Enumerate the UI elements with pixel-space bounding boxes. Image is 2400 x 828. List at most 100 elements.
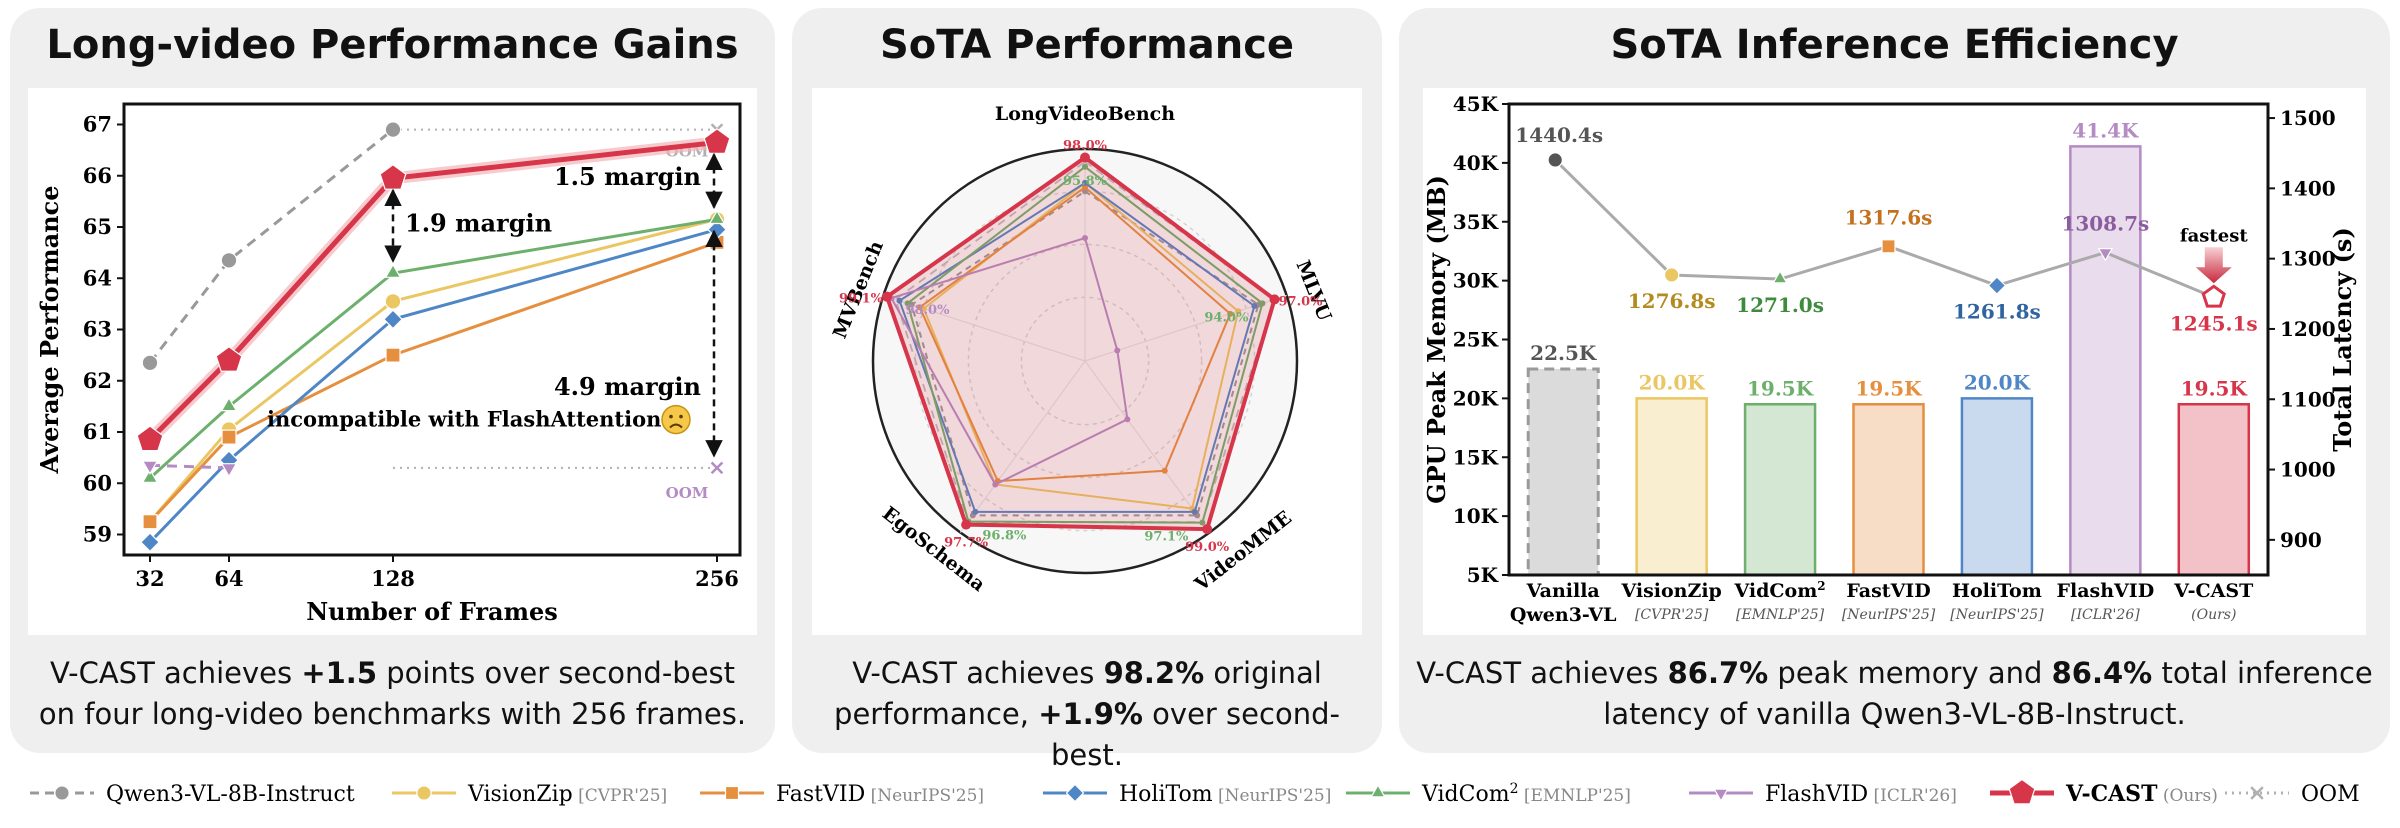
series-point: [215, 346, 243, 372]
series-point: [141, 354, 159, 372]
face-circle: [661, 404, 691, 435]
memory-bar: [2177, 403, 2251, 577]
radar-series-polygon: [922, 181, 1240, 510]
radar-point: [1082, 188, 1088, 195]
legend-item: HoliTom [NeurIPS'25]: [1043, 782, 1331, 807]
legend-tag: [NeurIPS'25]: [1213, 786, 1332, 806]
latency-label: 1271.0s: [1736, 293, 1824, 317]
legend-marker: [724, 785, 740, 801]
legend-tag: (Ours): [2157, 786, 2217, 806]
latency-point: [1881, 239, 1896, 254]
series-point: [385, 347, 401, 363]
legend-label: FastVID [NeurIPS'25]: [776, 782, 984, 807]
radar-point: [1251, 302, 1258, 309]
series-line: [149, 463, 230, 470]
radar-point: [1227, 310, 1234, 317]
series-line: [148, 217, 718, 480]
flashattention-note: incompatible with FlashAttention: [267, 407, 661, 432]
y2-tick-label: 1100: [2280, 387, 2336, 411]
radar-value-label: 95.8%: [1063, 174, 1108, 189]
oom-marker: [710, 461, 724, 475]
category-sub-label: [NeurIPS'25]: [1950, 607, 2044, 623]
margin-label: 4.9 margin: [554, 372, 701, 401]
series-point: [221, 429, 237, 445]
caption-text: peak memory and: [1768, 656, 2052, 690]
radar-value-label: 97.0%: [1279, 294, 1324, 309]
category-label: FastVID: [1846, 580, 1930, 602]
radar-point: [1259, 300, 1266, 307]
radar-value-label: 97.1%: [1144, 530, 1189, 545]
panel-sota-performance: SoTA Performance LongVideoBench MLVU Video…: [792, 8, 1382, 772]
series-point: [703, 128, 731, 155]
legend-label: FlashVID [ICLR'26]: [1765, 782, 1957, 807]
x-tick-label: 32: [135, 566, 164, 591]
radar-series-polygon: [906, 165, 1264, 524]
latency-point: [1987, 276, 2007, 295]
series-point: [141, 468, 159, 483]
y2-tick-label: 1500: [2280, 106, 2336, 130]
radar-chart: LongVideoBenchMLVUVideoMMEEgoSchemaMVBen…: [829, 103, 1336, 596]
radar-axis-label: MLVU: [1291, 257, 1335, 324]
legend: Qwen3-VL-8B-Instruct VisionZip [CVPR'25] F…: [30, 778, 2360, 807]
legend-item: VisionZip [CVPR'25]: [392, 782, 667, 807]
oom-label: OOM: [666, 484, 709, 502]
legend-marker: [1065, 783, 1085, 803]
radar-grid-circle: [967, 243, 1203, 479]
radar-series-polygon: [898, 181, 1256, 513]
legend-marker: [1713, 788, 1729, 802]
bar-chart-area: 22.5K 20.0K 19.5K 19.5K 20.0K 41.4K 19.5K 5K 10K…: [1422, 88, 2366, 635]
category-sub-label: [NeurIPS'25]: [1842, 607, 1936, 623]
legend-item: FastVID [NeurIPS'25]: [700, 782, 984, 807]
caption-highlight: +1.5: [301, 656, 377, 690]
radar-point: [1082, 179, 1088, 186]
legend-label: VidCom2 [EMNLP'25]: [1421, 781, 1631, 807]
legend-item: OOM: [2225, 782, 2360, 807]
latency-point: [1772, 269, 1788, 284]
radar-series-polygon: [889, 236, 1129, 486]
category-label: HoliTom: [1952, 580, 2042, 602]
latency-point: [1663, 267, 1680, 283]
latency-point: [1547, 152, 1563, 168]
y-axis-label: Average Performance: [35, 185, 64, 474]
category-label: Qwen3-VL: [1510, 604, 1617, 626]
y-tick-label: 60: [83, 470, 112, 495]
radar-point: [992, 481, 999, 488]
cross-stroke: [2250, 786, 2264, 800]
y-tick-label: 15K: [1453, 445, 1499, 469]
legend-label: VisionZip [CVPR'25]: [467, 782, 667, 807]
radar-value-label: 99.1%: [839, 292, 884, 307]
radar-point: [1235, 308, 1242, 315]
category-label: V-CAST: [2173, 580, 2253, 602]
legend-marker: [2250, 786, 2264, 800]
series-point: [140, 532, 160, 553]
series-line: [148, 128, 394, 364]
legend-item: V-CAST (Ours): [1990, 778, 2218, 807]
line-chart: 59 60 61 62 63 64 65 66 67 32 64 128 256 Number of Fr…: [35, 102, 742, 626]
panel-title: Long-video Performance Gains: [46, 22, 739, 68]
radar-series-polygon: [918, 185, 1232, 483]
radar-value-label: 96.8%: [982, 529, 1027, 544]
radar-point: [904, 300, 911, 307]
radar-point: [916, 304, 923, 311]
legend-item: Qwen3-VL-8B-Instruct: [30, 782, 355, 807]
y-tick-label: 25K: [1453, 328, 1499, 352]
radar-point: [961, 519, 972, 530]
caption-text: performance,: [834, 697, 1039, 731]
panel-caption: V-CAST achieves 86.7% peak memory and 86…: [1409, 653, 2380, 735]
radar-point: [1191, 508, 1198, 515]
x-tick-label: 64: [214, 566, 243, 591]
series-line: [148, 139, 718, 442]
radar-point: [896, 297, 903, 304]
radar-spoke: [1084, 360, 1211, 533]
x-tick-label: 128: [371, 566, 415, 591]
y-tick-label: 35K: [1453, 210, 1499, 234]
category-sup: 2: [1817, 579, 1825, 593]
radar-point: [1114, 347, 1121, 354]
radar-point: [1161, 467, 1168, 474]
radar-point: [1080, 152, 1090, 163]
y-tick-label: 10K: [1453, 504, 1499, 528]
caption-text: latency of vanilla Qwen3-VL-8B-Instruct.: [1603, 697, 2186, 731]
cross-stroke: [710, 461, 724, 475]
latency-label: 1308.7s: [2061, 212, 2149, 236]
legend-label: V-CAST (Ours): [2065, 781, 2218, 807]
